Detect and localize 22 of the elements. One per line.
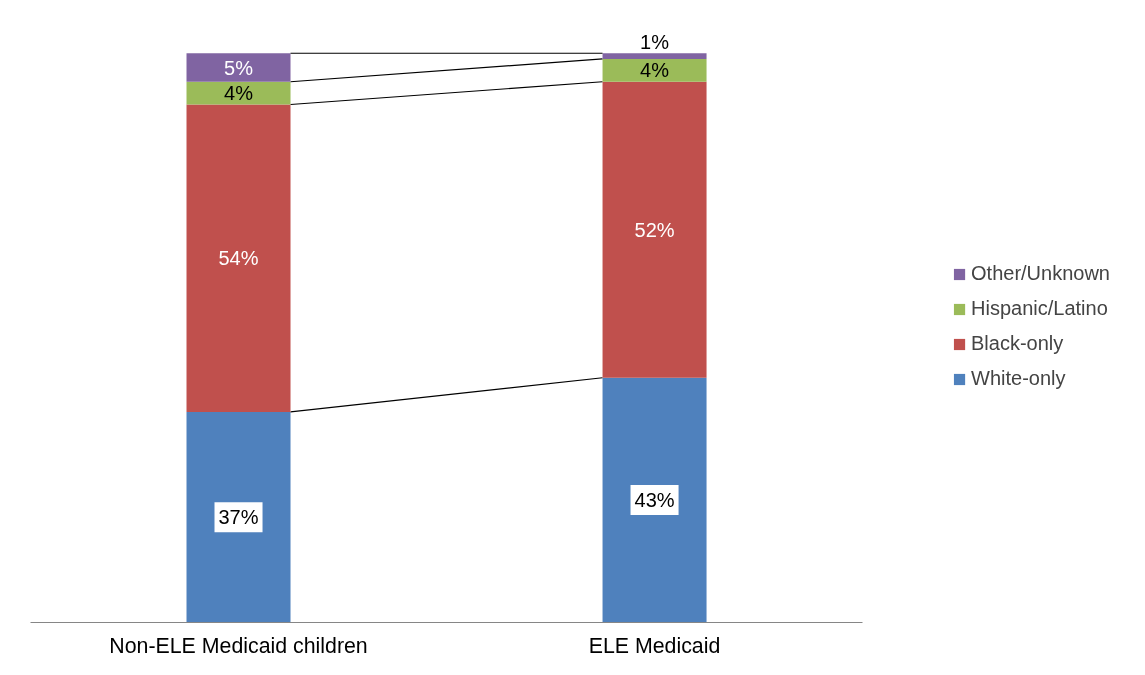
data-label: 4% [640, 59, 670, 82]
data-label: 37% [218, 506, 259, 529]
bar [602, 58, 707, 82]
bar [602, 81, 707, 378]
data-label: 4% [224, 82, 254, 105]
x-tick-label: Non-ELE Medicaid children [109, 633, 368, 658]
data-label: 5% [224, 56, 254, 79]
legend-label: White-only [971, 367, 1066, 390]
data-label: 43% [634, 489, 675, 512]
data-label: 1% [640, 31, 670, 54]
bar [602, 377, 707, 623]
data-label: 54% [218, 247, 259, 270]
legend-label: Black-only [971, 332, 1064, 355]
bar [186, 411, 291, 623]
bar [186, 81, 291, 105]
bar [186, 104, 291, 412]
legend-label: Hispanic/Latino [971, 297, 1108, 320]
data-label: 52% [634, 218, 675, 241]
bar [186, 53, 291, 82]
legend-label: Other/Unknown [971, 262, 1110, 285]
bar [602, 53, 707, 59]
x-tick-label: ELE Medicaid [588, 633, 721, 658]
